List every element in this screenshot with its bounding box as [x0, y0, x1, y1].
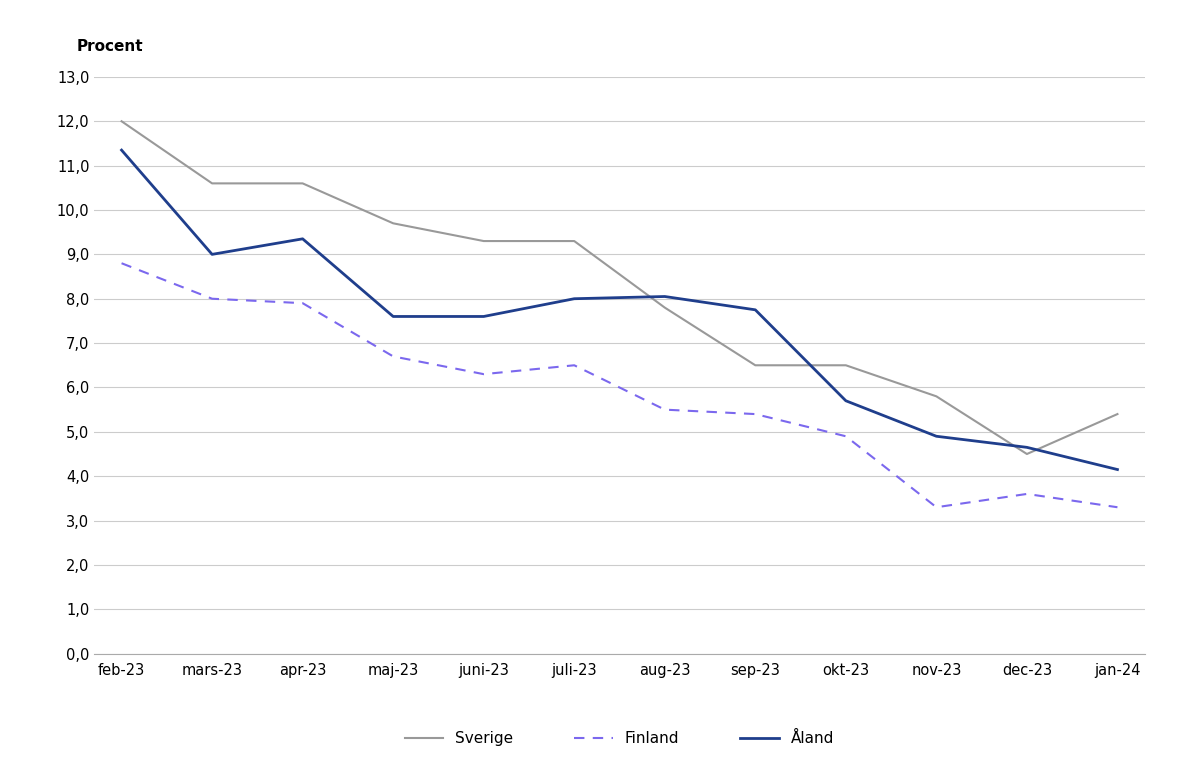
Sverige — [1110, 409, 1125, 418]
Sverige — [1020, 449, 1034, 458]
Sverige — [930, 391, 944, 401]
Line: Åland: Åland — [122, 150, 1117, 470]
Sverige — [657, 303, 671, 312]
Sverige — [386, 218, 400, 228]
Åland — [568, 294, 582, 303]
Finland — [748, 409, 762, 418]
Åland — [1110, 465, 1125, 474]
Åland — [295, 235, 309, 244]
Finland — [1020, 489, 1034, 498]
Åland — [114, 145, 129, 155]
Åland — [477, 312, 491, 321]
Finland — [477, 370, 491, 379]
Text: Procent: Procent — [77, 38, 143, 54]
Åland — [930, 431, 944, 441]
Finland — [930, 503, 944, 512]
Åland — [839, 396, 853, 405]
Finland — [657, 405, 671, 414]
Finland — [839, 431, 853, 441]
Finland — [1110, 503, 1125, 512]
Line: Sverige: Sverige — [122, 122, 1117, 454]
Finland — [114, 258, 129, 268]
Sverige — [568, 236, 582, 245]
Åland — [386, 312, 400, 321]
Åland — [657, 292, 671, 301]
Finland — [205, 294, 219, 303]
Finland — [295, 298, 309, 308]
Sverige — [839, 361, 853, 370]
Sverige — [477, 236, 491, 245]
Åland — [748, 305, 762, 315]
Sverige — [295, 178, 309, 188]
Line: Finland: Finland — [122, 263, 1117, 508]
Åland — [205, 250, 219, 259]
Finland — [568, 361, 582, 370]
Åland — [1020, 443, 1034, 452]
Sverige — [205, 178, 219, 188]
Legend: Sverige, Finland, Åland: Sverige, Finland, Åland — [399, 724, 840, 752]
Finland — [386, 351, 400, 361]
Sverige — [748, 361, 762, 370]
Sverige — [114, 117, 129, 126]
